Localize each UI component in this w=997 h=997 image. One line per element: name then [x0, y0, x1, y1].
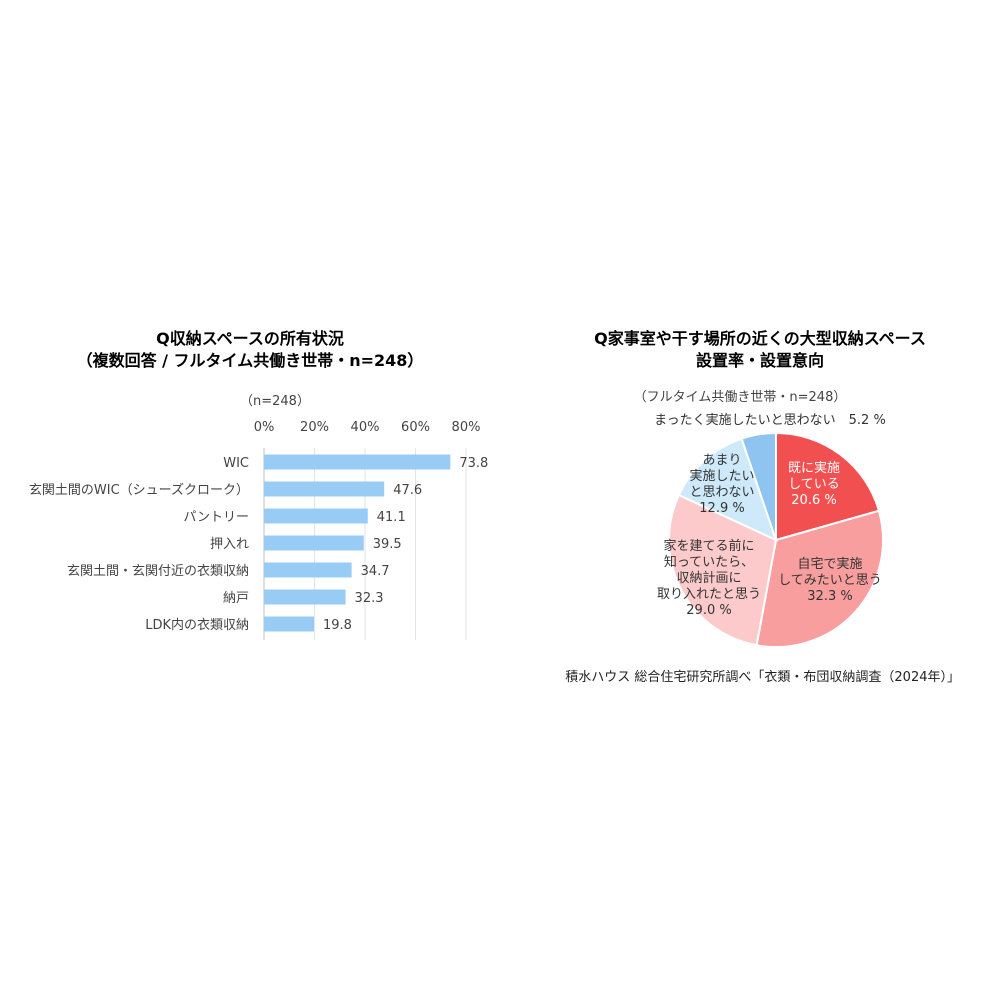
- bar: [264, 508, 368, 524]
- pie-slice: [740, 431, 777, 541]
- slice-label: 取り入れたと思う: [657, 587, 761, 602]
- data-label: 32.3: [355, 591, 384, 606]
- pie-chart-title-line-2: 設置率・設置意向: [695, 351, 824, 370]
- bar-chart-sample-note: （n=248）: [240, 394, 310, 409]
- bar-chart-title: Q収納スペースの所有状況 （複数回答 / フルタイム共働き世帯・n=248）: [40, 328, 460, 372]
- category-label: 押入れ: [210, 537, 249, 552]
- x-tick-label: 80%: [452, 420, 481, 435]
- slice-label: 32.3 %: [807, 589, 852, 604]
- slice-label: あまり: [702, 453, 741, 468]
- data-label: 19.8: [323, 618, 352, 633]
- x-tick-label: 60%: [401, 420, 430, 435]
- bar: [264, 562, 352, 578]
- pie-slice: [775, 431, 881, 542]
- slice-label: している: [788, 477, 840, 492]
- data-label: 47.6: [393, 483, 422, 498]
- bar-chart-title-line-2: （複数回答 / フルタイム共働き世帯・n=248）: [76, 351, 424, 370]
- data-label: 34.7: [361, 564, 390, 579]
- category-label: 玄関土間のWIC（シューズクローク）: [29, 482, 249, 498]
- pie-slice: [668, 493, 778, 647]
- bar-chart-title-line-1: Q収納スペースの所有状況: [156, 329, 344, 348]
- pie-chart-subtitle: （フルタイム共働き世帯・n=248）: [633, 390, 847, 405]
- bar: [264, 616, 314, 632]
- bar: [264, 481, 385, 497]
- x-tick-label: 20%: [300, 420, 329, 435]
- bar: [264, 535, 364, 551]
- slice-label: 知っていたら、: [664, 554, 754, 570]
- category-label: 玄関土間・玄関付近の衣類収納: [67, 563, 249, 579]
- bar: [264, 454, 451, 470]
- slice-label: 収納計画に: [676, 570, 741, 586]
- slice-label: 12.9 %: [699, 501, 744, 516]
- category-label: LDK内の衣類収納: [145, 617, 249, 633]
- pie-chart-title-line-1: Q家事室や干す場所の近くの大型収納スペース: [594, 329, 926, 348]
- slice-label: 自宅で実施: [797, 556, 862, 572]
- x-tick-label: 0%: [254, 420, 275, 435]
- data-label: 39.5: [373, 537, 402, 552]
- slice-label: 実施したい: [689, 468, 754, 484]
- category-label: 納戸: [223, 591, 249, 606]
- bar: [264, 589, 346, 605]
- source-note: 積水ハウス 総合住宅研究所調べ「衣類・布団収納調査（2024年）」: [565, 670, 960, 685]
- slice-label: 既に実施: [788, 460, 840, 476]
- data-label: 41.1: [377, 510, 406, 525]
- slice-label: してみたいと思う: [778, 573, 882, 588]
- slice-label: 29.0 %: [686, 603, 731, 618]
- pie-slice: [677, 437, 778, 542]
- category-label: パントリー: [183, 510, 249, 525]
- data-label: 73.8: [459, 456, 488, 471]
- slice-label: 20.6 %: [791, 493, 836, 508]
- x-tick-label: 40%: [351, 420, 380, 435]
- pie-slice: [755, 509, 884, 648]
- slice-label: まったく実施したいと思わない 5.2 %: [654, 412, 886, 428]
- slice-label: 家を建てる前に: [663, 538, 754, 554]
- slice-label: と思わない: [689, 485, 754, 500]
- category-label: WIC: [223, 456, 249, 471]
- pie-chart-title: Q家事室や干す場所の近くの大型収納スペース 設置率・設置意向: [540, 328, 980, 372]
